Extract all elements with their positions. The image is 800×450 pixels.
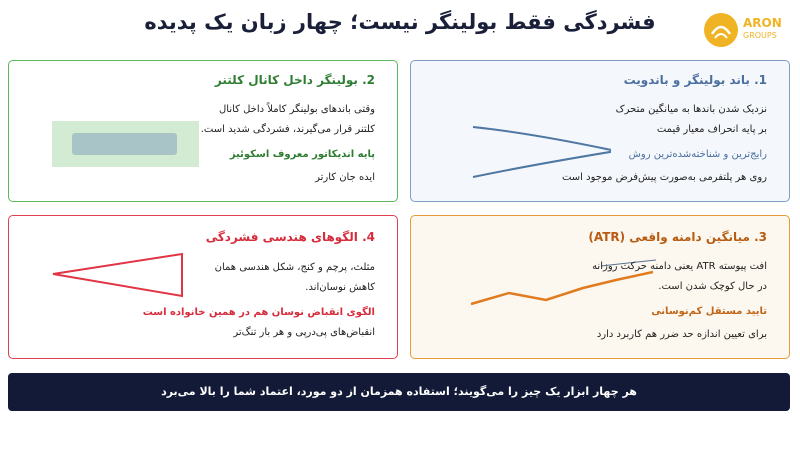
card-highlight: رایج‌ترین و شناخته‌شده‌ترین روش bbox=[628, 149, 767, 160]
card-note: روی هر پلتفرمی به‌صورت پیش‌فرض موجود است bbox=[561, 172, 767, 183]
card-line: وقتی باندهای بولینگر کاملاً داخل کانال bbox=[219, 104, 375, 115]
card-title: 3. میانگین دامنه واقعی (ATR) bbox=[588, 230, 767, 244]
footer-banner: هر چهار ابزار یک چیز را می‌گویند؛ استفاد… bbox=[8, 373, 790, 411]
card: 1. باند بولینگر و باندویت نزدیک شدن باند… bbox=[410, 60, 790, 202]
card-line: مثلث، پرچم و کنج، شکل هندسی همان bbox=[214, 262, 375, 273]
card-highlight: پایه اندیکاتور معروف اسکوئیز bbox=[229, 149, 375, 160]
illustration bbox=[470, 259, 657, 306]
logo-icon bbox=[704, 13, 738, 47]
logo-name: ARON bbox=[743, 16, 782, 30]
card-line: در حال کوچک شدن است. bbox=[658, 281, 767, 292]
card-highlight: الگوی انقباض نوسان هم در همین خانواده اس… bbox=[142, 307, 375, 318]
illustration bbox=[472, 126, 611, 178]
illustration bbox=[52, 121, 199, 167]
card-note: ایده جان کارتر bbox=[315, 172, 375, 183]
card-highlight: تایید مستقل کم‌نوسانی bbox=[651, 306, 767, 317]
card-line: کاهش نوسان‌اند. bbox=[305, 282, 375, 293]
logo-tagline: GROUPS bbox=[743, 31, 777, 40]
logo: ARON GROUPS bbox=[703, 10, 793, 50]
card-line: افت پیوسته ATR یعنی دامنه حرکت روزانه bbox=[592, 261, 767, 272]
card-note: برای تعیین اندازه حد ضرر هم کاربرد دارد bbox=[596, 329, 767, 340]
card-note: انقباض‌های پی‌درپی و هر بار تنگ‌تر bbox=[233, 327, 375, 338]
card: 4. الگوهای هندسی فشردگی مثلث، پرچم و کنج… bbox=[8, 215, 398, 359]
illustration bbox=[52, 252, 183, 298]
card-line: کلتنر قرار می‌گیرند، فشردگی شدید است. bbox=[200, 124, 375, 135]
card: 2. بولینگر داخل کانال کلتنر وقتی باندهای… bbox=[8, 60, 398, 202]
card: 3. میانگین دامنه واقعی (ATR) افت پیوسته … bbox=[410, 215, 790, 359]
card-title: 4. الگوهای هندسی فشردگی bbox=[205, 230, 375, 244]
page-title: فشردگی فقط بولینگر نیست؛ چهار زبان یک پد… bbox=[144, 10, 656, 34]
card-title: 1. باند بولینگر و باندویت bbox=[623, 73, 767, 87]
card-line: بر پایه انحراف معیار قیمت bbox=[656, 124, 767, 135]
card-line: نزدیک شدن باندها به میانگین متحرک bbox=[615, 104, 767, 115]
card-title: 2. بولینگر داخل کانال کلتنر bbox=[214, 73, 375, 87]
